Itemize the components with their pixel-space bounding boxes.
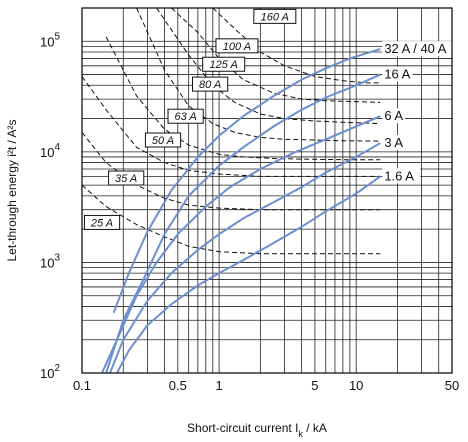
fuse-label: 125 A — [209, 59, 237, 71]
x-tick-label: 50 — [445, 378, 459, 393]
series-label: 6 A — [384, 108, 403, 123]
x-tick-label: 0.5 — [169, 378, 187, 393]
y-tick-label: 105 — [40, 31, 60, 49]
fuse-curve-160a — [212, 8, 381, 84]
x-axis-title-subscript: k — [298, 429, 303, 439]
x-tick-label: 0.1 — [73, 378, 91, 393]
curve-labels: 32 A / 40 A 16 A 6 A 3 A 1.6 A 25 A 35 A 50 A63… — [83, 8, 466, 230]
x-axis-title-main: Short-circuit current I — [187, 421, 298, 435]
fuse-curve-80a — [136, 8, 381, 142]
series-label-bg — [382, 168, 421, 184]
fuse-label: 160 A — [261, 11, 289, 23]
y-tick-label: 102 — [40, 363, 60, 381]
y-tick-label: 103 — [40, 252, 60, 270]
y-tick-exponent: 2 — [54, 363, 60, 374]
y-tick-exponent: 3 — [54, 252, 60, 263]
series-label: 16 A — [384, 67, 410, 82]
x-tick-label: 10 — [349, 378, 363, 393]
x-axis-title-unit: / kA — [303, 421, 327, 435]
series-label: 1.6 A — [384, 168, 414, 183]
fuse-label: 80 A — [199, 79, 221, 91]
series-label-bg — [382, 108, 406, 124]
fuse-label-box — [144, 132, 182, 148]
series-label: 3 A — [384, 135, 403, 150]
y-axis-title: Let-through energy i²t / A²s — [5, 119, 19, 261]
fuse-label: 50 A — [152, 135, 174, 147]
fuse-label-box — [108, 170, 145, 186]
fuse-curve-25a — [82, 184, 381, 255]
fuse-label-box — [167, 108, 204, 124]
fuse-curve-125a — [171, 8, 381, 103]
x-tick-label: 1 — [215, 378, 222, 393]
fuse-curve-100a — [156, 8, 381, 125]
fuse-label: 100 A — [223, 41, 251, 53]
y-tick-exponent: 4 — [54, 142, 60, 153]
series-line-16a — [116, 175, 381, 373]
series-lines — [101, 48, 381, 373]
fuse-label-box — [202, 56, 246, 72]
fuse-label: 63 A — [175, 111, 197, 123]
series-label-bg — [382, 135, 406, 151]
fuse-label-box — [215, 38, 259, 54]
series-line-6a — [101, 115, 381, 373]
fuse-label-box — [253, 8, 297, 24]
series-label-bg — [382, 66, 413, 82]
series-label-bg — [382, 41, 466, 57]
y-tick-exponent: 5 — [54, 31, 60, 42]
series-line-32a40a — [112, 48, 381, 314]
series-line-16a — [105, 73, 381, 373]
fuse-curve-63a — [105, 36, 381, 161]
x-tick-label: 5 — [311, 378, 318, 393]
series-label: 32 A / 40 A — [384, 41, 446, 56]
fuse-label-box — [83, 214, 121, 230]
x-axis-title: Short-circuit current Ik / kA — [187, 421, 327, 439]
fuse-label: 35 A — [115, 173, 137, 185]
fuse-label-box — [192, 76, 229, 92]
y-tick-label: 104 — [40, 142, 60, 160]
series-line-3a — [109, 142, 381, 373]
plot-frame — [81, 7, 453, 374]
fuse-label: 25 A — [90, 217, 113, 229]
fuse-curve-50a — [82, 76, 381, 177]
